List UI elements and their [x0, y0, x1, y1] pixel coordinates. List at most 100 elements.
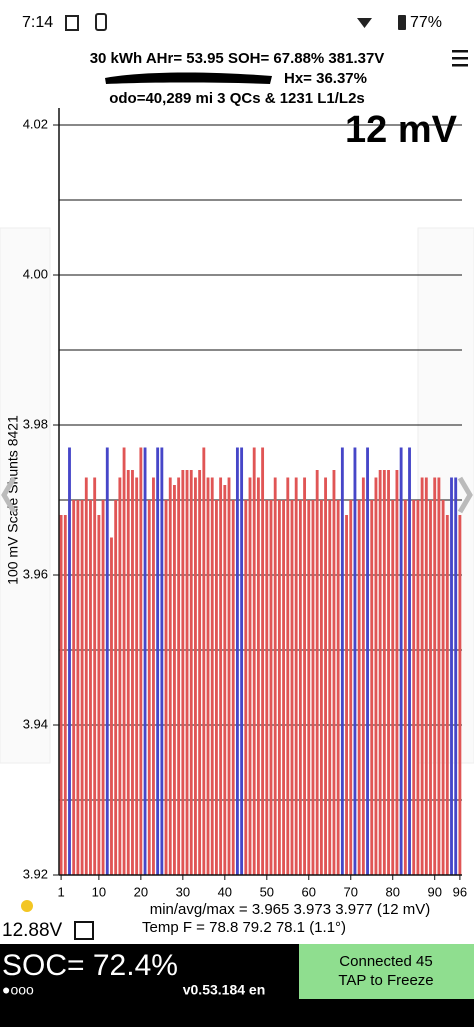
- bar: [395, 470, 399, 875]
- header-line: 30 kWh AHr= 53.95 SOH= 67.88% 381.37V: [90, 50, 385, 67]
- x-tick-label: 50: [260, 884, 274, 899]
- bar: [97, 515, 101, 875]
- bar: [93, 477, 97, 875]
- bar: [336, 500, 340, 875]
- x-tick-label: 90: [427, 884, 441, 899]
- x-tick-label: 20: [134, 884, 148, 899]
- bar: [231, 500, 235, 875]
- menu-icon[interactable]: [452, 57, 468, 60]
- bar: [131, 470, 134, 875]
- bar: [122, 447, 126, 875]
- bar: [458, 515, 462, 875]
- bar: [80, 500, 84, 875]
- bar: [412, 500, 416, 875]
- bar: [63, 515, 67, 875]
- bar: [194, 477, 197, 875]
- bar: [227, 477, 231, 875]
- bar: [177, 477, 181, 875]
- x-tick-label: 30: [176, 884, 190, 899]
- bar: [273, 477, 277, 875]
- redaction: [105, 72, 272, 84]
- bar: [68, 447, 71, 875]
- bar: [206, 477, 210, 875]
- prev-arrow[interactable]: [1, 476, 17, 514]
- bar: [433, 477, 437, 875]
- bar: [59, 515, 63, 875]
- bar: [147, 500, 151, 875]
- bar: [202, 447, 206, 875]
- menu-icon[interactable]: [452, 50, 468, 53]
- bar: [105, 447, 109, 875]
- left-panel: [0, 227, 51, 764]
- x-tick-label: 1: [57, 884, 64, 899]
- bar: [420, 477, 424, 875]
- bar: [378, 470, 382, 875]
- bar: [101, 500, 105, 875]
- bar: [387, 470, 390, 875]
- bar: [189, 470, 193, 875]
- bar: [118, 477, 122, 875]
- bar: [319, 500, 323, 875]
- bar: [168, 477, 172, 875]
- bar: [282, 500, 286, 875]
- soc: SOC= 72.4%: [2, 949, 178, 982]
- header-hx: Hx= 36.37%: [284, 70, 367, 87]
- bar: [366, 447, 369, 875]
- bar: [252, 447, 256, 875]
- bar: [152, 477, 155, 875]
- next-arrow[interactable]: [457, 476, 473, 514]
- bar: [290, 500, 294, 875]
- bar: [185, 470, 189, 875]
- bar: [445, 515, 449, 875]
- bar: [173, 485, 176, 875]
- bar: [110, 537, 113, 875]
- bar: [345, 515, 348, 875]
- bar: [382, 470, 386, 875]
- status-time: 7:14: [22, 14, 53, 31]
- bar: [139, 447, 143, 875]
- bar: [403, 500, 407, 875]
- bar: [235, 447, 239, 875]
- bar: [391, 500, 395, 875]
- aux-voltage: 12.88V: [2, 920, 63, 941]
- bar: [454, 477, 458, 875]
- status-icon: [65, 15, 79, 31]
- stats-line: min/avg/max = 3.965 3.973 3.977 (12 mV): [150, 901, 431, 918]
- bar: [244, 500, 248, 875]
- bar: [303, 477, 307, 875]
- bar: [294, 477, 298, 875]
- bulb-icon[interactable]: [21, 900, 33, 912]
- bar: [441, 500, 445, 875]
- bar: [399, 447, 403, 875]
- y-tick-label: 4.02: [23, 116, 48, 131]
- bar: [114, 500, 118, 875]
- freeze-button[interactable]: [299, 944, 474, 999]
- menu-icon[interactable]: [452, 64, 468, 67]
- y-tick-label: 3.92: [23, 866, 48, 881]
- bar: [72, 500, 76, 875]
- spread-label: 12 mV: [345, 109, 458, 151]
- y-tick-label: 3.94: [23, 716, 48, 731]
- y-axis-label: 100 mV Scale Shunts 8421: [5, 415, 21, 585]
- bar: [307, 500, 311, 875]
- bar: [240, 447, 244, 875]
- bar: [84, 477, 88, 875]
- calendar-icon[interactable]: [74, 921, 94, 940]
- bar: [265, 500, 269, 875]
- x-tick-label: 80: [386, 884, 400, 899]
- bar: [298, 500, 302, 875]
- bar: [198, 470, 202, 875]
- bar: [429, 500, 432, 875]
- bar: [357, 500, 361, 875]
- bar: [311, 500, 315, 875]
- bar: [269, 500, 273, 875]
- x-tick-label: 60: [302, 884, 316, 899]
- version: v0.53.184 en: [183, 982, 266, 998]
- bar: [181, 470, 185, 875]
- bar: [89, 500, 92, 875]
- tap-to-freeze[interactable]: TAP to Freeze: [338, 972, 433, 989]
- bar: [450, 477, 453, 875]
- bar: [332, 470, 336, 875]
- bar: [324, 477, 327, 875]
